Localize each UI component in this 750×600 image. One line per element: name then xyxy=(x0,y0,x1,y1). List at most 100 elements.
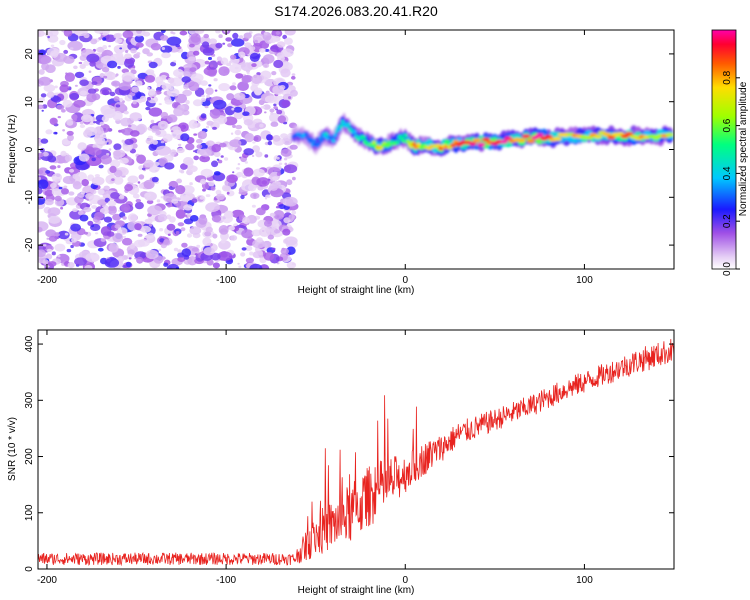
noise-speck xyxy=(74,257,87,266)
noise-speck xyxy=(79,214,89,222)
ridge-mark xyxy=(319,138,324,143)
colorbar-tick-label: 0.8 xyxy=(722,70,733,84)
noise-speck xyxy=(60,206,64,210)
noise-speck xyxy=(218,83,231,92)
noise-speck xyxy=(213,99,227,110)
noise-speck xyxy=(218,66,230,76)
noise-speck xyxy=(79,121,84,125)
noise-speck xyxy=(206,120,214,126)
noise-speck xyxy=(167,77,175,84)
noise-speck xyxy=(187,256,198,266)
noise-speck xyxy=(230,132,234,135)
noise-speck xyxy=(273,106,278,110)
noise-speck xyxy=(214,89,218,92)
noise-speck xyxy=(44,189,54,197)
noise-speck xyxy=(273,103,277,107)
noise-speck xyxy=(59,84,69,93)
noise-speck xyxy=(54,243,66,252)
spectrogram-ridge xyxy=(291,112,674,157)
noise-speck xyxy=(280,109,284,111)
noise-speck xyxy=(102,45,108,50)
noise-speck xyxy=(63,55,75,64)
noise-speck xyxy=(152,161,160,167)
noise-speck xyxy=(249,251,254,256)
noise-speck xyxy=(159,228,164,232)
noise-speck xyxy=(238,265,242,268)
noise-speck xyxy=(66,248,72,253)
noise-speck xyxy=(70,244,74,249)
noise-speck xyxy=(188,56,196,62)
spectrogram-x-ticks: -200 -100 0 100 xyxy=(37,30,593,286)
noise-speck xyxy=(121,139,125,143)
noise-speck xyxy=(145,106,151,111)
noise-speck xyxy=(48,215,61,224)
snr-y-ticks: 0 100 200 300 400 xyxy=(24,335,674,572)
noise-speck xyxy=(155,145,172,156)
noise-speck xyxy=(38,76,52,86)
noise-speck xyxy=(220,57,229,65)
noise-speck xyxy=(66,130,74,136)
y-tick-label: 200 xyxy=(24,448,35,465)
spectrogram-y-ticks: 20 10 0 -10 -20 xyxy=(24,48,674,252)
noise-speck xyxy=(159,74,168,81)
noise-speck xyxy=(256,237,263,243)
noise-speck xyxy=(77,142,87,151)
noise-speck xyxy=(185,143,195,151)
noise-speck xyxy=(136,52,141,56)
ridge-mark xyxy=(346,122,351,127)
noise-speck xyxy=(189,215,199,222)
colorbar-ticks: 0.0 0.2 0.4 0.6 0.8 xyxy=(722,70,740,276)
noise-speck xyxy=(260,105,266,109)
noise-speck xyxy=(197,130,207,140)
noise-speck xyxy=(218,34,223,39)
noise-speck xyxy=(130,47,137,54)
noise-speck xyxy=(203,33,209,39)
noise-speck xyxy=(217,251,233,261)
noise-speck xyxy=(128,257,132,260)
noise-speck xyxy=(138,174,145,180)
noise-speck xyxy=(56,104,65,110)
noise-speck xyxy=(166,203,172,208)
noise-speck xyxy=(181,76,191,83)
noise-speck xyxy=(191,247,199,252)
noise-speck xyxy=(134,223,142,231)
noise-speck xyxy=(160,140,165,144)
x-tick-label: -100 xyxy=(216,275,236,286)
noise-speck xyxy=(200,113,207,119)
noise-speck xyxy=(205,142,210,146)
noise-speck xyxy=(146,52,153,57)
noise-speck xyxy=(252,136,259,142)
noise-speck xyxy=(243,148,254,156)
noise-speck xyxy=(148,88,156,96)
noise-speck xyxy=(160,111,169,119)
noise-speck xyxy=(51,173,63,182)
x-tick-label: -100 xyxy=(216,575,236,586)
noise-speck xyxy=(255,207,266,216)
noise-speck xyxy=(135,198,141,203)
noise-speck xyxy=(271,71,277,76)
noise-speck xyxy=(96,46,105,53)
noise-speck xyxy=(270,219,282,230)
noise-speck xyxy=(176,147,185,154)
noise-speck xyxy=(181,242,188,248)
noise-speck xyxy=(251,204,256,208)
colorbar-label: Normalized spectral amplitude xyxy=(738,81,749,216)
noise-speck xyxy=(236,171,244,178)
noise-speck xyxy=(151,125,161,132)
noise-speck xyxy=(38,97,46,103)
ridge-mark xyxy=(625,131,634,136)
noise-speck xyxy=(64,154,72,162)
noise-speck xyxy=(51,251,56,256)
noise-speck xyxy=(110,192,120,199)
noise-speck xyxy=(198,216,208,225)
noise-speck xyxy=(97,199,107,206)
ridge-mark xyxy=(333,133,338,138)
noise-speck xyxy=(137,233,143,237)
spectrogram-y-label: Frequency (Hz) xyxy=(7,115,18,184)
noise-speck xyxy=(222,185,231,192)
noise-speck xyxy=(264,220,272,227)
noise-speck xyxy=(102,37,107,41)
noise-speck xyxy=(263,251,275,261)
noise-speck xyxy=(232,171,235,174)
noise-speck xyxy=(103,75,108,79)
